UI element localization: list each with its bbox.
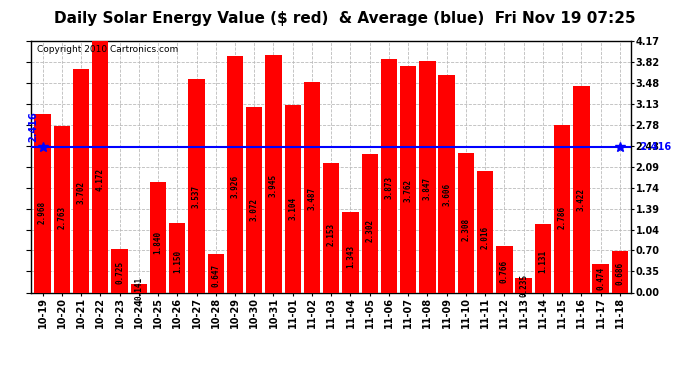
- Text: 3.926: 3.926: [230, 174, 239, 198]
- Text: 1.343: 1.343: [346, 244, 355, 268]
- Text: 2.968: 2.968: [38, 201, 47, 223]
- Text: 3.847: 3.847: [423, 177, 432, 200]
- Text: 0.647: 0.647: [211, 263, 220, 286]
- Bar: [573, 86, 589, 292]
- Text: 0.474: 0.474: [596, 267, 605, 290]
- Bar: [188, 80, 205, 292]
- Text: 2.416: 2.416: [638, 142, 671, 152]
- Bar: [515, 278, 532, 292]
- Text: 3.945: 3.945: [269, 174, 278, 197]
- Text: 2.763: 2.763: [57, 206, 66, 229]
- Text: 0.686: 0.686: [615, 262, 624, 285]
- Text: 2.308: 2.308: [462, 218, 471, 242]
- Text: 3.606: 3.606: [442, 183, 451, 206]
- Bar: [130, 284, 147, 292]
- Bar: [304, 82, 320, 292]
- Bar: [400, 66, 416, 292]
- Bar: [284, 105, 301, 292]
- Text: 3.537: 3.537: [192, 185, 201, 208]
- Text: 0.766: 0.766: [500, 260, 509, 283]
- Text: 3.104: 3.104: [288, 197, 297, 220]
- Text: 3.487: 3.487: [308, 186, 317, 210]
- Text: Daily Solar Energy Value ($ red)  & Average (blue)  Fri Nov 19 07:25: Daily Solar Energy Value ($ red) & Avera…: [55, 11, 635, 26]
- Bar: [246, 107, 262, 292]
- Bar: [34, 114, 51, 292]
- Bar: [73, 69, 89, 292]
- Bar: [593, 264, 609, 292]
- Bar: [496, 246, 513, 292]
- Bar: [92, 41, 108, 292]
- Bar: [457, 153, 474, 292]
- Bar: [265, 55, 282, 292]
- Text: 3.702: 3.702: [77, 181, 86, 204]
- Bar: [169, 223, 186, 292]
- Bar: [54, 126, 70, 292]
- Bar: [381, 59, 397, 292]
- Text: Copyright 2010 Cartronics.com: Copyright 2010 Cartronics.com: [37, 45, 178, 54]
- Text: 2.153: 2.153: [326, 223, 336, 246]
- Bar: [150, 182, 166, 292]
- Text: 1.131: 1.131: [538, 250, 547, 273]
- Bar: [554, 124, 570, 292]
- Bar: [111, 249, 128, 292]
- Text: 3.422: 3.422: [577, 188, 586, 211]
- Text: 2.786: 2.786: [558, 206, 566, 228]
- Bar: [477, 171, 493, 292]
- Text: 3.762: 3.762: [404, 179, 413, 202]
- Text: 3.873: 3.873: [384, 176, 393, 199]
- Bar: [208, 254, 224, 292]
- Text: 1.840: 1.840: [154, 231, 163, 254]
- Bar: [227, 56, 243, 292]
- Text: 0.235: 0.235: [519, 274, 528, 297]
- Bar: [535, 224, 551, 292]
- Text: 0.725: 0.725: [115, 261, 124, 284]
- Bar: [362, 154, 378, 292]
- Bar: [420, 61, 435, 292]
- Text: 3.072: 3.072: [250, 198, 259, 221]
- Text: 2.416: 2.416: [28, 111, 38, 142]
- Bar: [438, 75, 455, 292]
- Bar: [342, 211, 359, 292]
- Text: 2.302: 2.302: [365, 219, 374, 242]
- Text: 1.150: 1.150: [172, 250, 181, 273]
- Text: 4.172: 4.172: [96, 168, 105, 191]
- Bar: [323, 163, 339, 292]
- Text: 2.016: 2.016: [481, 226, 490, 249]
- Text: 0.141: 0.141: [135, 277, 144, 300]
- Bar: [611, 251, 628, 292]
